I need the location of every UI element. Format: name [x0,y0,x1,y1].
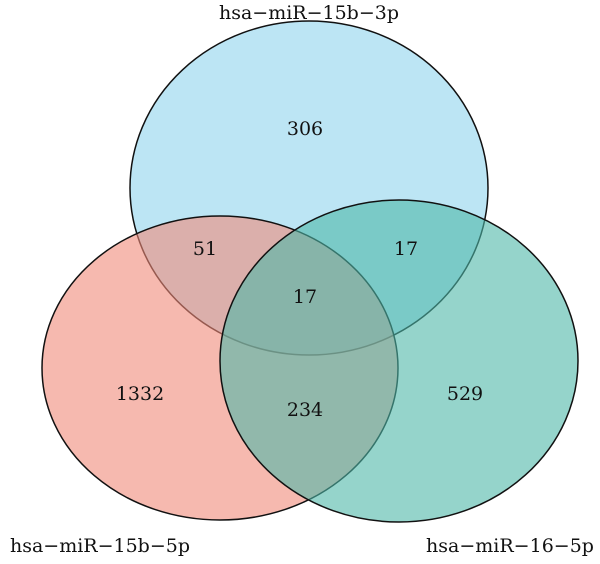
region-count: 234 [287,399,323,421]
set-label: hsa−miR−15b−3p [219,2,399,24]
region-count: 306 [287,118,323,140]
set-label: hsa−miR−16−5p [426,535,594,557]
set-label: hsa−miR−15b−5p [10,535,190,557]
region-count: 51 [193,238,217,260]
set-circle [219,199,579,523]
region-count: 529 [447,383,483,405]
region-count: 17 [293,286,317,308]
region-count: 17 [394,238,418,260]
region-count: 1332 [116,383,164,405]
